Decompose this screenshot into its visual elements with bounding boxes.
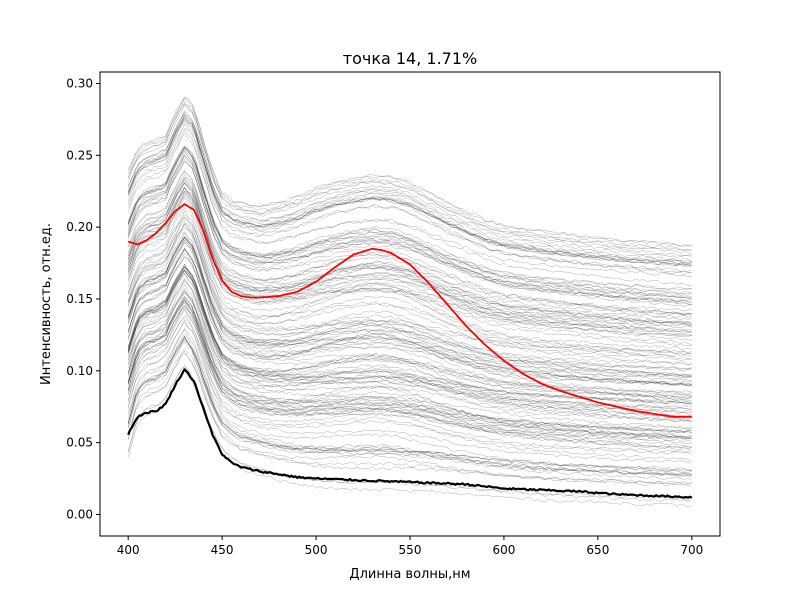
y-tick-label: 0.25 bbox=[66, 148, 93, 162]
x-tick-label: 700 bbox=[680, 543, 703, 557]
x-tick-label: 450 bbox=[211, 543, 234, 557]
x-tick-label: 400 bbox=[117, 543, 140, 557]
y-tick-label: 0.30 bbox=[66, 76, 93, 90]
y-tick-label: 0.05 bbox=[66, 436, 93, 450]
x-tick-label: 650 bbox=[586, 543, 609, 557]
y-tick-label: 0.15 bbox=[66, 292, 93, 306]
x-axis-label: Длинна волны,нм bbox=[349, 567, 470, 582]
x-tick-label: 600 bbox=[492, 543, 515, 557]
chart-title: точка 14, 1.71% bbox=[343, 49, 477, 68]
y-axis-label: Интенсивность, отн.ед. bbox=[39, 223, 54, 385]
x-tick-label: 550 bbox=[399, 543, 422, 557]
x-tick-label: 500 bbox=[305, 543, 328, 557]
y-tick-label: 0.00 bbox=[66, 507, 93, 521]
y-tick-label: 0.20 bbox=[66, 220, 93, 234]
y-tick-label: 0.10 bbox=[66, 364, 93, 378]
